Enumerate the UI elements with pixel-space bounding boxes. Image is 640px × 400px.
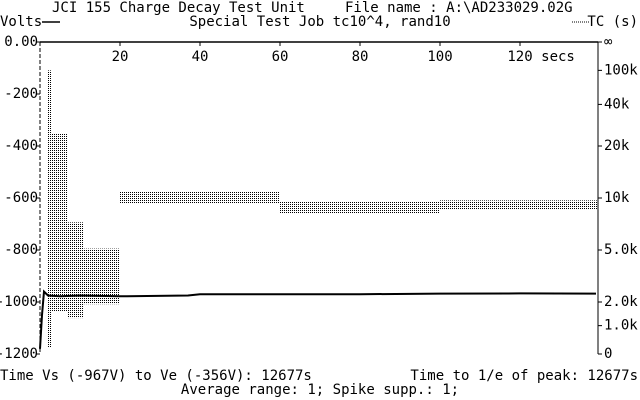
subtitle: Special Test Job tc10^4, rand10	[189, 14, 450, 30]
x-tick-label: 120	[507, 49, 532, 65]
y-axis-label: Volts	[0, 14, 42, 30]
y-tick-label: -600	[4, 190, 38, 206]
file-name: File name : A:\AD233029.02G	[345, 0, 573, 16]
volts-line	[39, 289, 597, 349]
x-tick-label: 40	[192, 49, 209, 65]
y2-tick-label: 10k	[604, 190, 630, 206]
x-tick-label: 100	[427, 49, 452, 65]
tc-band	[120, 192, 280, 204]
y-tick-label: -1000	[0, 294, 38, 310]
y-tick-label: 0.00	[4, 34, 38, 50]
y2-tick-label: 20k	[604, 138, 630, 154]
y-tick-label: -400	[4, 138, 38, 154]
y2-axis-label: TC (s)	[587, 14, 638, 30]
x-tick-label: 60	[272, 49, 289, 65]
y-tick-label: -800	[4, 242, 38, 258]
tc-band	[52, 133, 68, 311]
chart-title: JCI 155 Charge Decay Test Unit	[52, 0, 305, 16]
y2-tick-label: 1.0k	[604, 318, 638, 334]
y-tick-label: -1200	[0, 346, 38, 362]
annotation: Time Vs (-967V) to Ve (-356V): 12677s	[0, 368, 312, 384]
y2-tick-label: 0	[604, 346, 612, 362]
x-tick-label: 20	[112, 49, 129, 65]
y2-tick-label: 100k	[604, 62, 638, 78]
y2-tick-label: ∞	[604, 34, 613, 50]
tc-band	[68, 222, 84, 319]
y-tick-label: -200	[4, 86, 38, 102]
tc-band	[280, 202, 440, 214]
tc-band	[440, 200, 598, 210]
annotation: Time to 1/e of peak: 12677s	[410, 368, 638, 384]
y2-tick-label: 2.0k	[604, 294, 638, 310]
tc-band	[48, 70, 52, 348]
y2-tick-label: 40k	[604, 96, 630, 112]
tc-band	[84, 248, 120, 305]
x-tick-label: 80	[352, 49, 369, 65]
y2-tick-label: 5.0k	[604, 242, 638, 258]
annotation: Average range: 1; Spike supp.: 1;	[181, 382, 459, 398]
x-axis-label: secs	[541, 49, 575, 65]
